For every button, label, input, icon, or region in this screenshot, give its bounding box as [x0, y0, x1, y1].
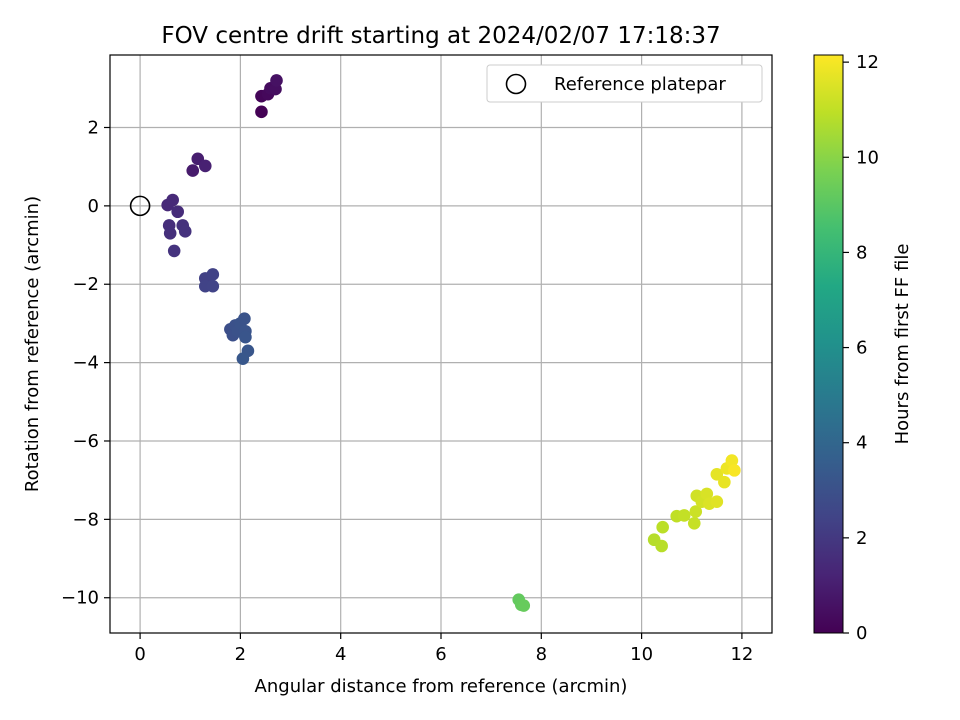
legend-box — [486, 64, 763, 103]
colorbar-tick-label: 6 — [856, 338, 867, 359]
y-tick-label: 2 — [88, 117, 99, 138]
data-point — [166, 193, 179, 207]
data-point — [725, 454, 739, 467]
data-point — [718, 475, 731, 489]
chart-title: FOV centre drift starting at 2024/02/07 … — [161, 23, 720, 49]
data-point — [689, 505, 703, 518]
data-point — [236, 352, 250, 365]
data-point — [206, 268, 220, 281]
x-tick-label: 8 — [536, 644, 547, 665]
reference-platepar-marker — [129, 195, 151, 217]
data-point — [710, 495, 724, 509]
colorbar-ticks: 0 2 4 6 8 10 12 — [843, 52, 879, 644]
data-point — [163, 226, 177, 240]
x-tick-label: 10 — [630, 644, 653, 665]
x-tick-label: 0 — [134, 644, 145, 665]
colorbar-tick-label: 12 — [856, 52, 879, 73]
data-point — [239, 330, 252, 344]
x-axis-label: Angular distance from reference (arcmin) — [255, 676, 628, 697]
colorbar-tick-label: 8 — [856, 242, 867, 263]
y-axis-label: Rotation from reference (arcmin) — [22, 196, 43, 492]
data-point — [655, 539, 668, 553]
data-point — [255, 105, 268, 119]
colorbar-tick-label: 0 — [856, 623, 867, 644]
y-tick-label: −8 — [72, 509, 99, 530]
scatter-points — [161, 74, 741, 612]
data-point — [517, 599, 531, 612]
data-point — [167, 244, 181, 258]
x-axis-ticks: 0 2 4 6 8 10 12 — [134, 633, 753, 665]
colorbar-label: Hours from first FF file — [892, 244, 913, 445]
data-point — [710, 467, 724, 481]
colorbar-tick-label: 4 — [856, 433, 867, 454]
x-tick-label: 12 — [730, 644, 753, 665]
data-point — [171, 205, 185, 219]
y-tick-label: −6 — [72, 431, 99, 452]
y-tick-label: −4 — [72, 353, 99, 374]
data-point — [206, 279, 220, 293]
data-point — [198, 159, 212, 173]
data-point — [728, 464, 741, 477]
x-tick-label: 2 — [235, 644, 246, 665]
data-point — [186, 164, 200, 177]
x-tick-label: 6 — [435, 644, 446, 665]
colorbar-tick-label: 10 — [856, 147, 879, 168]
data-point — [700, 487, 714, 501]
data-point — [677, 509, 691, 522]
x-tick-label: 4 — [335, 644, 346, 665]
y-axis-ticks: −10 −8 −6 −4 −2 0 2 — [61, 117, 110, 609]
grid-lines — [110, 55, 772, 633]
data-point — [178, 225, 192, 238]
data-point — [270, 74, 283, 87]
y-tick-label: −2 — [72, 274, 99, 295]
legend: Reference platepar — [486, 64, 763, 103]
data-point — [238, 312, 251, 326]
legend-open-circle-icon — [505, 73, 527, 95]
colorbar: 0 2 4 6 8 10 12 Hours from first FF file — [813, 52, 913, 644]
data-point — [687, 516, 701, 530]
colorbar-bar — [813, 54, 844, 634]
colorbar-tick-label: 2 — [856, 528, 867, 549]
legend-label: Reference platepar — [554, 74, 726, 95]
y-tick-label: 0 — [88, 196, 99, 217]
y-tick-label: −10 — [61, 588, 99, 609]
data-point — [656, 520, 669, 534]
